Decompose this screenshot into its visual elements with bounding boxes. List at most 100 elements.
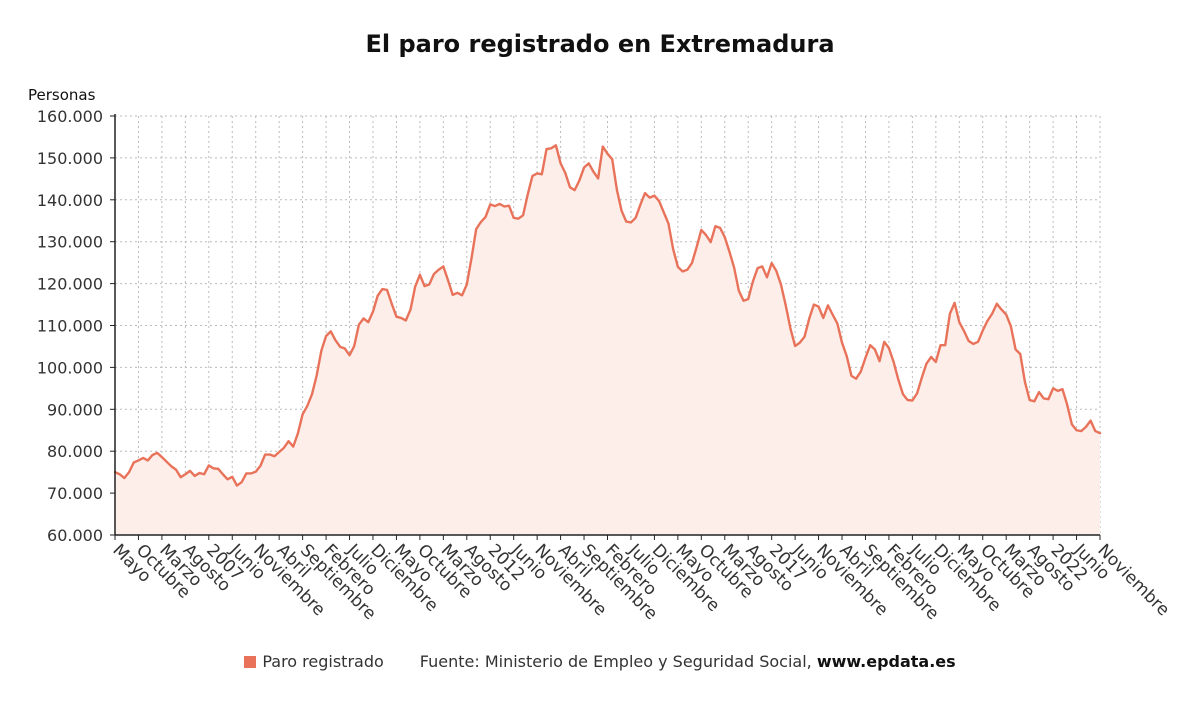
data-point — [1080, 430, 1083, 432]
data-point — [526, 193, 529, 196]
data-point — [442, 265, 445, 268]
data-point — [292, 445, 295, 448]
data-point — [400, 317, 403, 319]
data-point — [784, 304, 787, 307]
data-point — [165, 460, 168, 463]
data-point — [714, 225, 717, 228]
data-point — [517, 217, 520, 220]
data-point — [827, 304, 829, 307]
data-point — [658, 200, 660, 202]
data-point — [812, 303, 815, 306]
data-point — [1028, 399, 1031, 401]
data-point — [451, 294, 454, 296]
data-point — [386, 288, 388, 291]
data-point — [175, 468, 177, 471]
x-tick-labels: MayoOctubreMarzoAgosto2007JunioNoviembre… — [108, 540, 1173, 624]
y-tick-label: 150.000 — [37, 149, 103, 168]
data-point — [278, 451, 281, 453]
data-point — [822, 317, 825, 319]
data-point — [972, 343, 975, 345]
data-point — [142, 457, 145, 459]
data-point — [798, 341, 801, 344]
data-point — [587, 162, 590, 165]
data-point — [615, 188, 618, 191]
data-point — [1075, 429, 1078, 432]
data-point — [372, 310, 374, 313]
data-point — [916, 392, 918, 395]
data-point — [794, 345, 797, 347]
data-point — [634, 216, 637, 219]
data-point — [728, 250, 731, 253]
data-point — [930, 356, 933, 358]
data-point — [522, 214, 524, 217]
data-point — [630, 221, 632, 224]
data-point — [329, 330, 332, 333]
data-point — [494, 205, 496, 207]
data-point — [681, 270, 684, 273]
data-point — [859, 370, 862, 373]
data-point — [137, 459, 140, 462]
data-point — [672, 248, 675, 251]
data-point — [531, 175, 534, 177]
data-point — [986, 319, 989, 322]
chart-title: El paro registrado en Extremadura — [365, 30, 835, 58]
data-point — [691, 262, 693, 264]
data-point — [747, 298, 750, 300]
data-point — [991, 312, 994, 315]
data-point — [221, 473, 224, 476]
data-point — [906, 399, 909, 401]
data-point — [831, 313, 834, 316]
data-point — [841, 341, 843, 344]
data-point — [358, 323, 360, 326]
data-point — [395, 315, 398, 318]
data-point — [883, 340, 886, 343]
data-point — [949, 312, 951, 315]
data-point — [156, 451, 159, 454]
series-area — [113, 144, 1102, 535]
data-point — [198, 472, 201, 474]
data-point — [639, 203, 642, 206]
data-point — [967, 340, 970, 342]
source-site: www.epdata.es — [816, 652, 956, 671]
data-point — [648, 196, 651, 199]
data-point — [179, 476, 182, 479]
data-point — [653, 194, 656, 197]
data-point — [118, 473, 121, 476]
data-point — [282, 446, 285, 449]
data-point — [555, 144, 557, 147]
data-point — [536, 172, 539, 175]
data-point — [625, 220, 628, 223]
data-point — [236, 484, 238, 487]
data-point — [803, 335, 806, 338]
data-point — [611, 158, 614, 161]
y-tick-label: 140.000 — [37, 191, 103, 210]
data-point — [287, 440, 290, 443]
data-point — [1056, 389, 1059, 392]
data-point — [315, 374, 318, 377]
y-tick-label: 130.000 — [37, 233, 103, 252]
data-point — [1066, 403, 1069, 406]
data-point — [766, 276, 768, 279]
data-point — [226, 478, 229, 481]
data-point — [245, 472, 248, 475]
data-point — [569, 186, 571, 189]
data-point — [845, 355, 848, 357]
data-point — [479, 221, 482, 223]
data-point — [207, 464, 210, 467]
data-point — [892, 361, 895, 363]
data-point — [301, 413, 304, 416]
data-point — [325, 335, 327, 337]
data-point — [433, 273, 435, 275]
data-point — [475, 228, 478, 231]
data-point — [484, 216, 487, 218]
data-point — [146, 459, 149, 462]
data-point — [231, 475, 234, 478]
data-point — [376, 294, 379, 297]
data-point — [1042, 397, 1045, 400]
y-tick-label: 120.000 — [37, 275, 103, 294]
data-point — [564, 172, 567, 174]
data-point — [512, 216, 515, 219]
data-point — [489, 203, 492, 206]
data-point — [545, 148, 548, 151]
data-point — [676, 265, 679, 268]
